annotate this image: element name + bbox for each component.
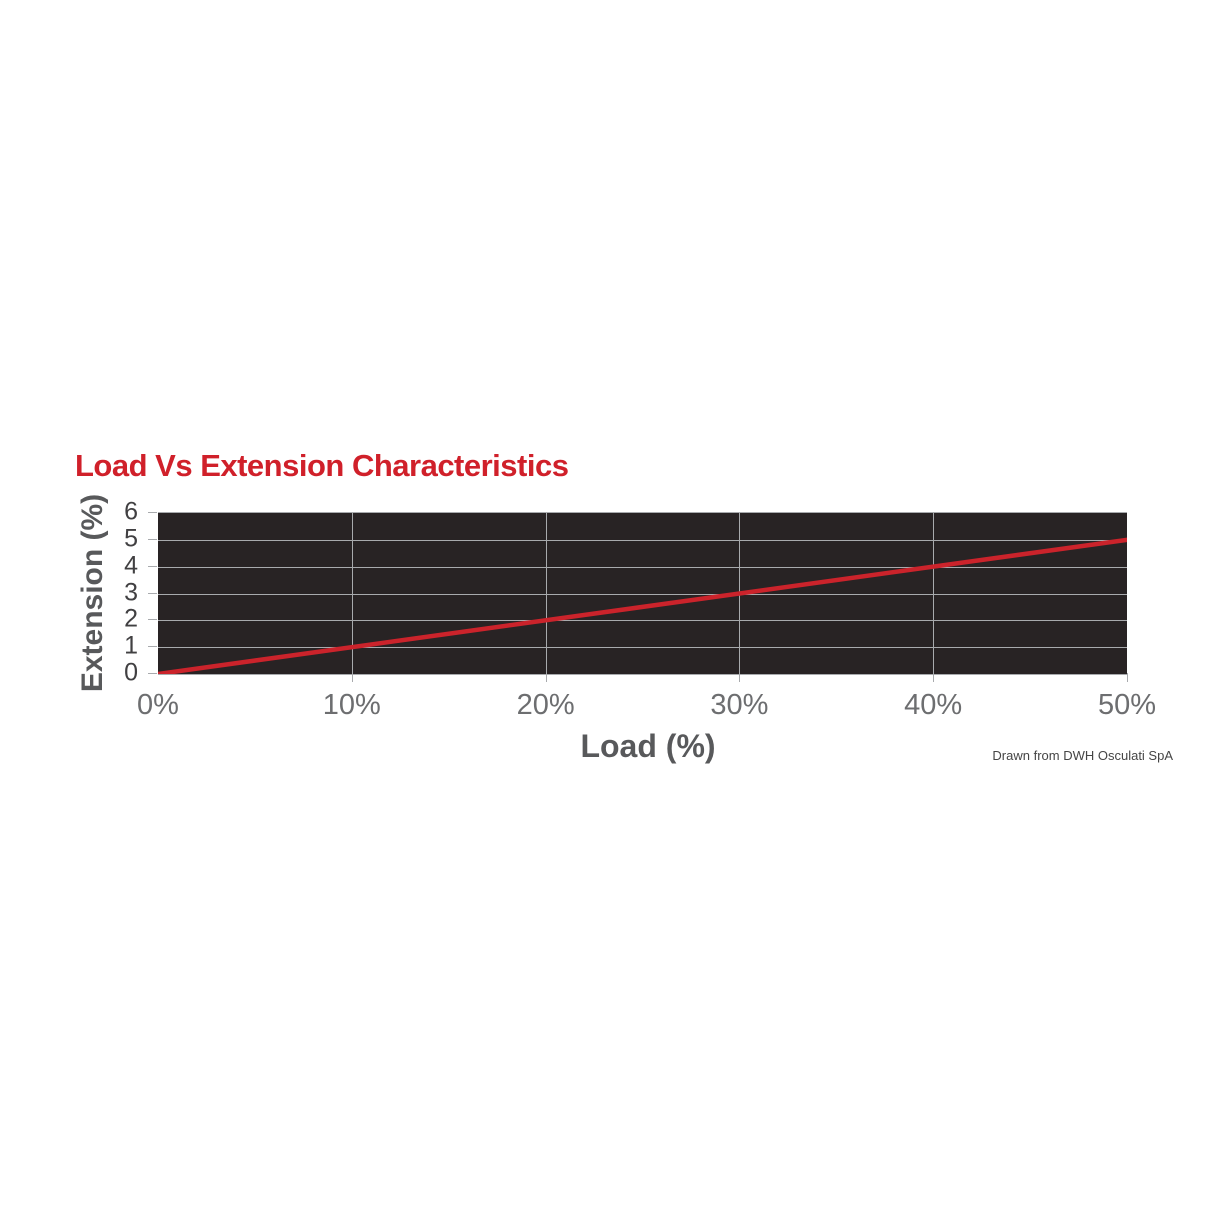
y-tick-mark xyxy=(148,646,157,648)
y-tick-label: 4 xyxy=(124,551,138,580)
x-axis-title: Load (%) xyxy=(580,728,716,764)
gridline-vertical xyxy=(545,513,547,674)
x-axis-ticks: 0% 10% 20% 30% 40% 50% xyxy=(137,673,1156,723)
y-tick-label: 6 xyxy=(124,497,138,526)
extension-line xyxy=(158,537,1127,674)
gridline-horizontal xyxy=(158,539,1127,541)
x-tick-label: 40% xyxy=(904,689,963,721)
y-tick-mark xyxy=(148,673,157,674)
y-tick-label: 3 xyxy=(124,578,138,606)
x-tick-label: 0% xyxy=(137,689,179,721)
x-tick-mark xyxy=(351,673,353,682)
gridline-horizontal xyxy=(158,593,1127,595)
plot-area xyxy=(158,512,1127,675)
x-tick-mark xyxy=(739,673,741,682)
y-tick-mark xyxy=(148,538,157,540)
y-tick-label: 2 xyxy=(124,604,138,633)
gridline-horizontal xyxy=(158,647,1127,649)
y-tick-mark xyxy=(148,592,157,594)
gridline-vertical xyxy=(351,513,353,674)
x-tick-mark xyxy=(545,673,547,682)
gridline-horizontal xyxy=(158,566,1127,568)
x-tick-label: 20% xyxy=(516,689,575,721)
x-tick-mark xyxy=(933,673,935,682)
gridline-horizontal xyxy=(158,620,1127,622)
gridline-vertical xyxy=(933,513,935,674)
x-tick-label: 50% xyxy=(1097,689,1157,721)
attribution-text: Drawn from DWH Osculati SpA xyxy=(992,748,1173,763)
y-tick-label: 1 xyxy=(124,631,138,660)
y-tick-mark xyxy=(148,619,157,621)
y-tick-mark xyxy=(148,565,157,567)
x-tick-label: 10% xyxy=(322,689,381,721)
y-tick-label: 0 xyxy=(124,658,138,687)
y-tick-mark xyxy=(148,512,157,513)
y-tick-label: 5 xyxy=(124,524,138,553)
line-series xyxy=(158,537,1127,674)
chart-title: Load Vs Extension Characteristics xyxy=(75,448,569,483)
x-tick-mark xyxy=(1127,673,1128,682)
x-tick-label: 30% xyxy=(710,689,769,721)
